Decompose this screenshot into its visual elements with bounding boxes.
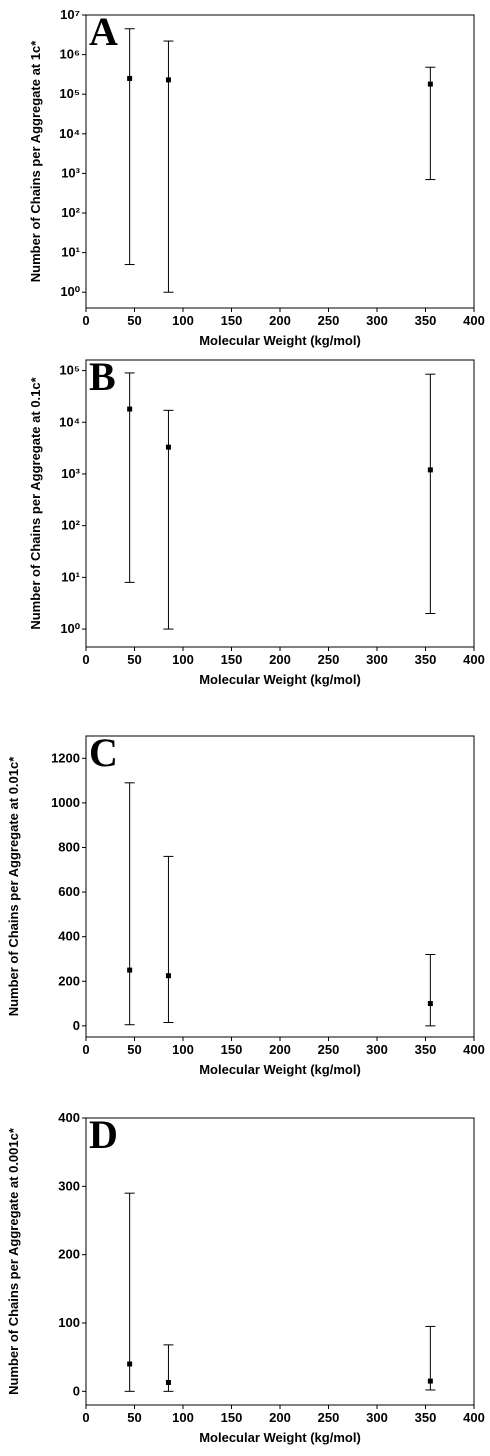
x-axis-label: Molecular Weight (kg/mol) <box>199 1062 361 1077</box>
x-tick-label: 350 <box>415 313 437 328</box>
x-tick-label: 100 <box>172 1042 194 1057</box>
point <box>427 1378 433 1384</box>
point <box>127 967 133 973</box>
y-tick-label: 200 <box>58 1247 80 1262</box>
x-tick-label: 400 <box>463 1042 485 1057</box>
y-tick-label: 10¹ <box>61 245 80 260</box>
x-tick-label: 350 <box>415 1410 437 1425</box>
x-tick-label: 0 <box>82 313 89 328</box>
y-tick-label: 10² <box>61 518 80 533</box>
x-tick-label: 150 <box>221 652 243 667</box>
x-tick-label: 250 <box>318 1042 340 1057</box>
point <box>127 406 133 412</box>
x-tick-label: 150 <box>221 1410 243 1425</box>
x-tick-label: 400 <box>463 1410 485 1425</box>
x-tick-label: 300 <box>366 1042 388 1057</box>
panel-letter: D <box>89 1112 118 1157</box>
x-tick-label: 200 <box>269 652 291 667</box>
x-tick-label: 350 <box>415 1042 437 1057</box>
x-tick-label: 300 <box>366 1410 388 1425</box>
y-tick-label: 1000 <box>51 795 80 810</box>
point <box>127 75 133 81</box>
y-tick-label: 10⁵ <box>59 363 80 378</box>
x-tick-label: 100 <box>172 1410 194 1425</box>
x-tick-label: 50 <box>127 1410 141 1425</box>
plot-frame <box>85 735 475 1038</box>
y-axis-label: Number of Chains per Aggregate at 0.01c* <box>6 756 21 1017</box>
x-axis-label: Molecular Weight (kg/mol) <box>199 333 361 348</box>
y-tick-label: 0 <box>73 1383 80 1398</box>
x-tick-label: 400 <box>463 652 485 667</box>
x-tick-label: 350 <box>415 652 437 667</box>
y-tick-label: 10⁰ <box>60 284 80 299</box>
x-tick-label: 400 <box>463 313 485 328</box>
y-tick-label: 10⁴ <box>59 414 80 429</box>
point <box>127 1361 133 1367</box>
x-tick-label: 250 <box>318 652 340 667</box>
panel-letter: B <box>89 354 116 399</box>
x-axis-label: Molecular Weight (kg/mol) <box>199 672 361 687</box>
y-tick-label: 10² <box>61 205 80 220</box>
x-tick-label: 200 <box>269 1410 291 1425</box>
y-tick-label: 300 <box>58 1178 80 1193</box>
y-tick-label: 10¹ <box>61 569 80 584</box>
y-tick-label: 400 <box>58 1110 80 1125</box>
y-tick-label: 10⁶ <box>60 47 80 62</box>
plot-frame <box>85 14 475 309</box>
y-axis-label: Number of Chains per Aggregate at 0.001c… <box>6 1127 21 1395</box>
panel-letter: A <box>89 9 118 54</box>
y-tick-label: 200 <box>58 973 80 988</box>
y-tick-label: 600 <box>58 884 80 899</box>
x-tick-label: 50 <box>127 313 141 328</box>
y-axis-label: Number of Chains per Aggregate at 0.1c* <box>28 376 43 629</box>
y-tick-label: 10⁵ <box>59 86 80 101</box>
y-tick-label: 100 <box>58 1315 80 1330</box>
x-tick-label: 0 <box>82 652 89 667</box>
y-tick-label: 10³ <box>61 165 80 180</box>
x-tick-label: 200 <box>269 313 291 328</box>
y-tick-label: 10⁷ <box>60 7 80 22</box>
plot-frame <box>85 1117 475 1406</box>
y-tick-label: 800 <box>58 839 80 854</box>
y-tick-label: 400 <box>58 929 80 944</box>
point <box>165 973 171 979</box>
y-axis-label: Number of Chains per Aggregate at 1c* <box>28 40 43 282</box>
x-tick-label: 0 <box>82 1410 89 1425</box>
x-tick-label: 250 <box>318 313 340 328</box>
x-tick-label: 0 <box>82 1042 89 1057</box>
y-tick-label: 10⁴ <box>59 126 80 141</box>
x-tick-label: 50 <box>127 652 141 667</box>
x-tick-label: 50 <box>127 1042 141 1057</box>
panel-letter: C <box>89 730 118 775</box>
point <box>165 1379 171 1385</box>
x-tick-label: 300 <box>366 652 388 667</box>
point <box>427 81 433 87</box>
point <box>427 467 433 473</box>
point <box>427 1001 433 1007</box>
y-tick-label: 10³ <box>61 466 80 481</box>
x-tick-label: 150 <box>221 313 243 328</box>
x-tick-label: 100 <box>172 652 194 667</box>
point <box>165 444 171 450</box>
x-tick-label: 300 <box>366 313 388 328</box>
x-tick-label: 250 <box>318 1410 340 1425</box>
point <box>165 77 171 83</box>
y-tick-label: 1200 <box>51 750 80 765</box>
x-axis-label: Molecular Weight (kg/mol) <box>199 1430 361 1445</box>
y-tick-label: 10⁰ <box>60 621 80 636</box>
y-tick-label: 0 <box>73 1018 80 1033</box>
x-tick-label: 150 <box>221 1042 243 1057</box>
x-tick-label: 100 <box>172 313 194 328</box>
plot-frame <box>85 359 475 648</box>
x-tick-label: 200 <box>269 1042 291 1057</box>
